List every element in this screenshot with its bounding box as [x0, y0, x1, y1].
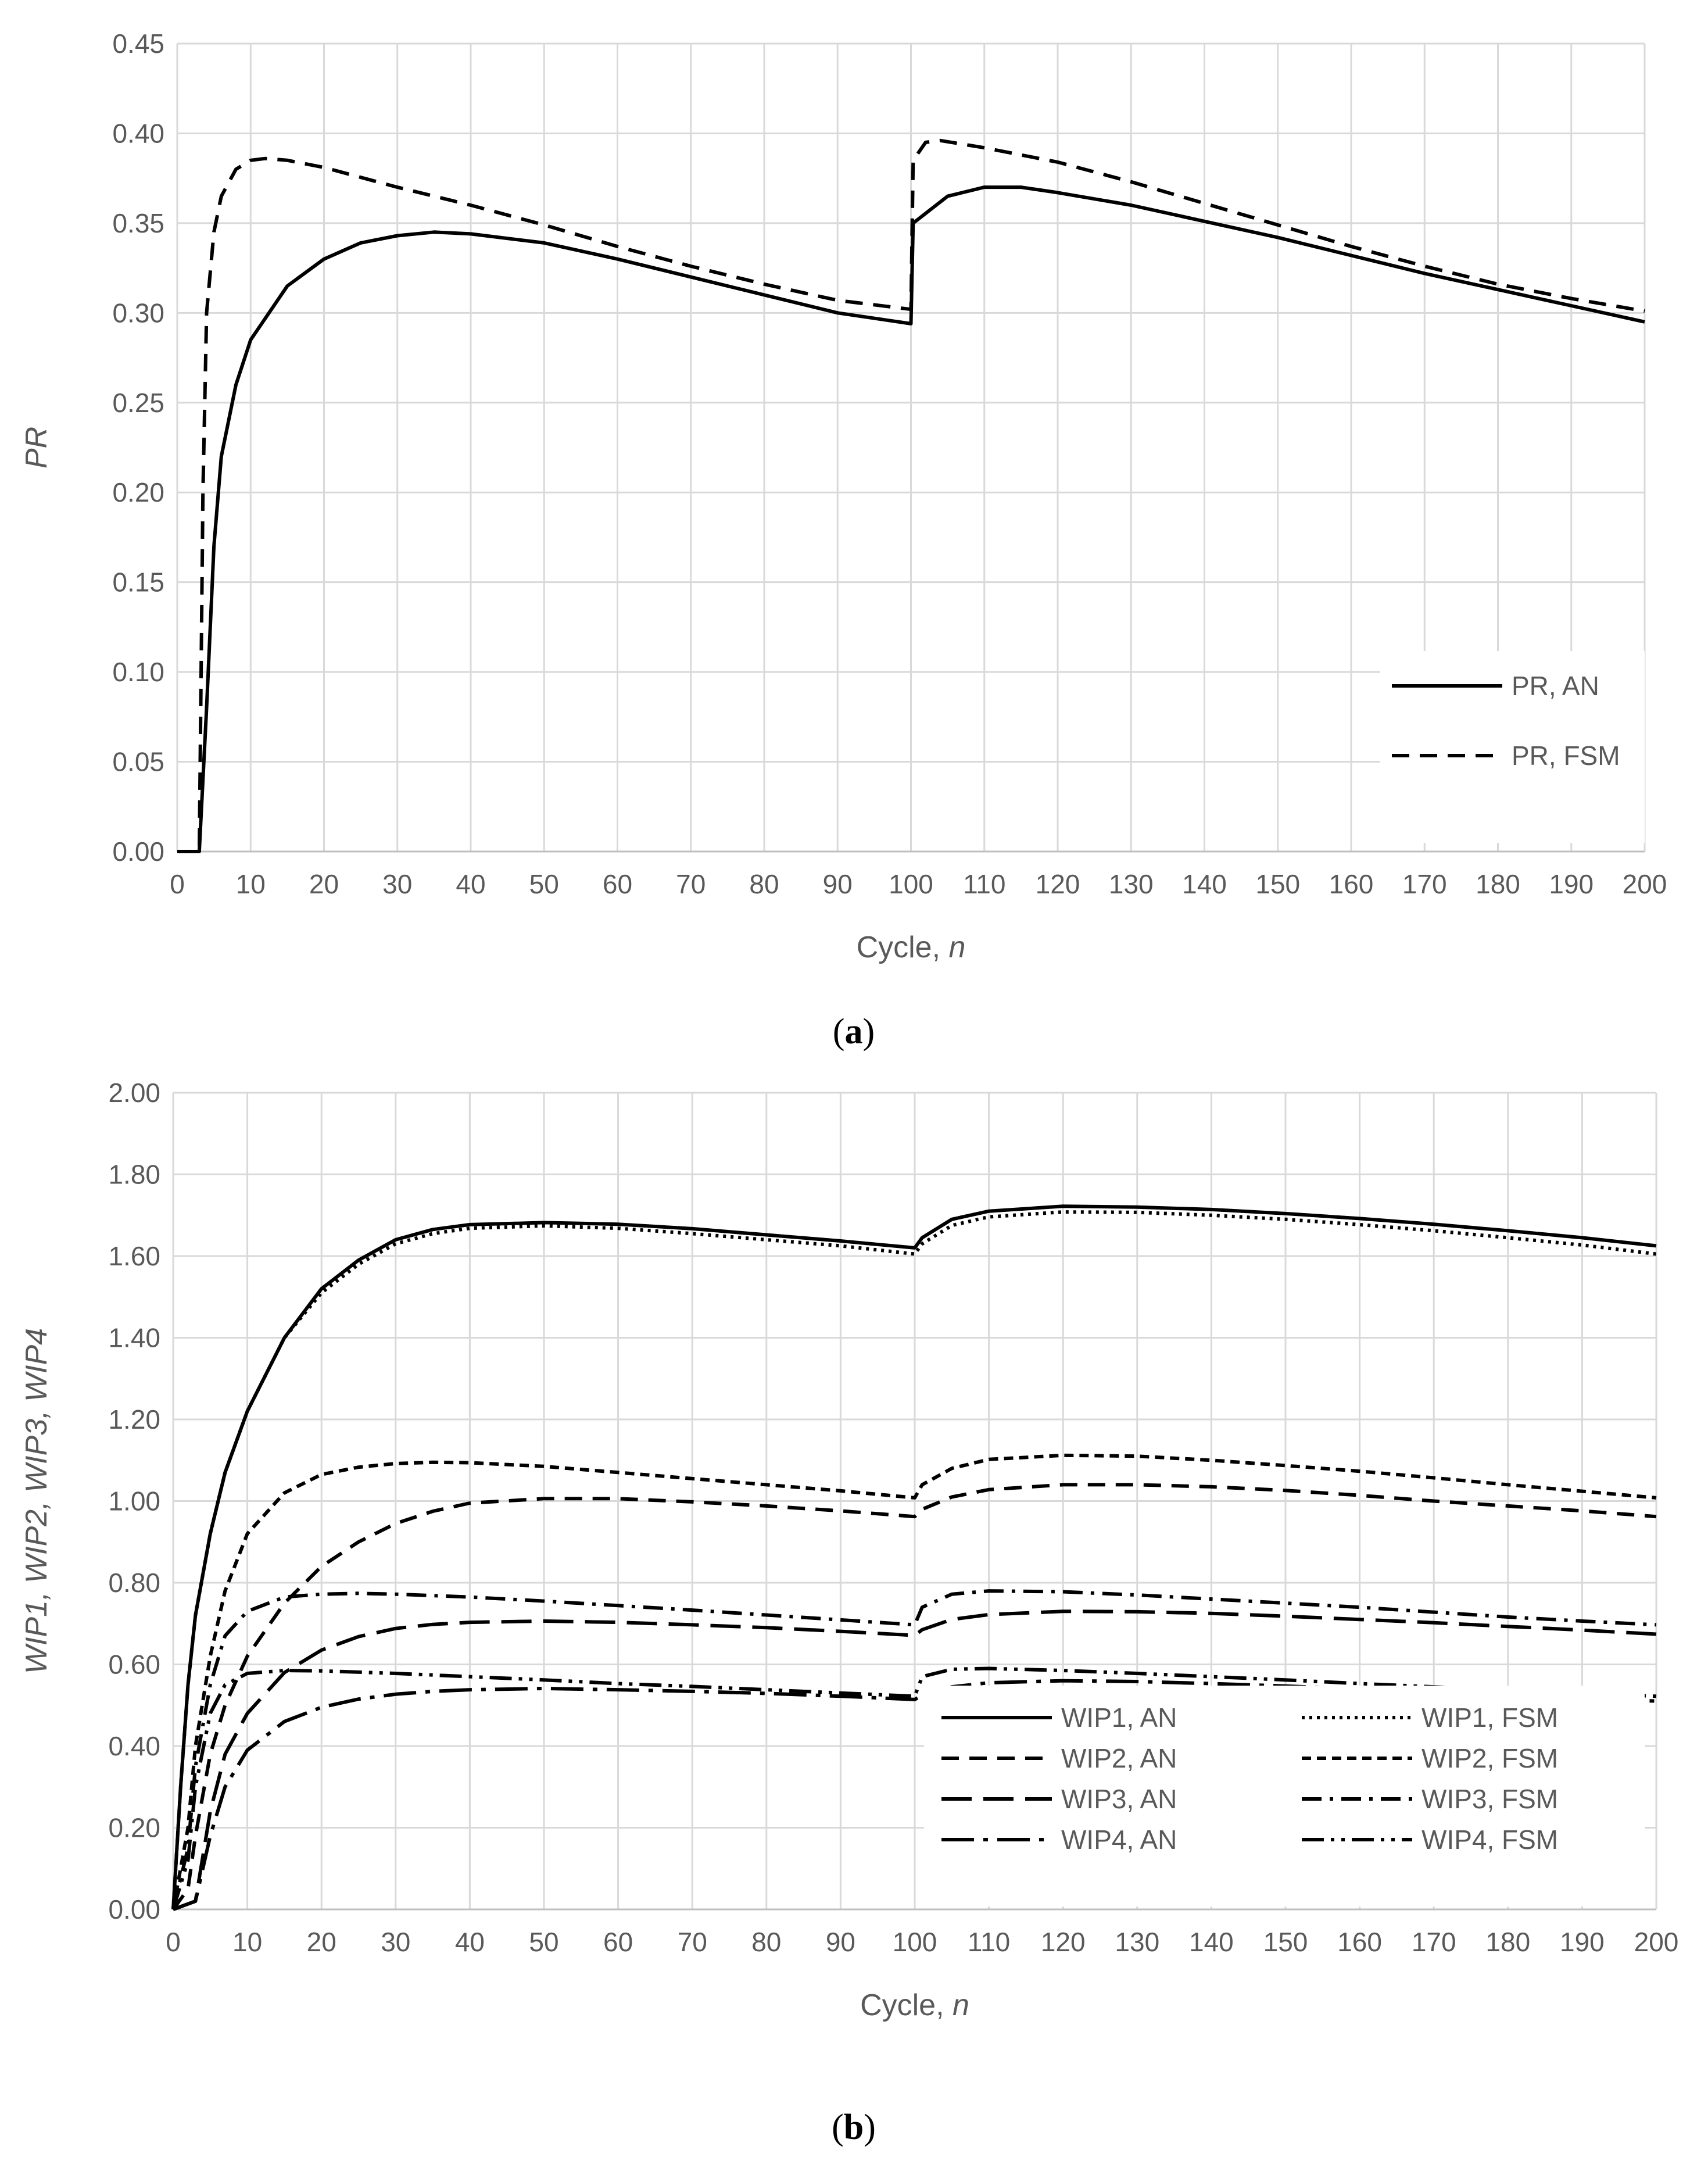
x-tick-label: 100	[893, 1927, 937, 1957]
y-tick-label: 0.60	[108, 1650, 160, 1680]
x-tick-label: 50	[529, 869, 559, 899]
x-axis-title: Cycle, n	[857, 931, 966, 964]
y-tick-label: 0.20	[108, 1813, 160, 1843]
legend-label: WIP3, AN	[1061, 1784, 1177, 1814]
x-axis-title-variable: n	[953, 1988, 969, 2022]
legend-label: WIP2, FSM	[1421, 1743, 1558, 1773]
y-tick-label: 1.00	[108, 1486, 160, 1516]
series-line-pr-an	[177, 185, 1645, 853]
legend-label: PR, FSM	[1512, 741, 1620, 771]
x-tick-label: 40	[456, 869, 485, 899]
x-tick-label: 90	[826, 1927, 855, 1957]
series-line-wip3-fsm	[171, 1589, 1657, 1910]
legend-label: WIP3, FSM	[1421, 1784, 1558, 1814]
y-tick-label: 0.25	[112, 388, 164, 418]
x-tick-label: 180	[1476, 869, 1520, 899]
legend: PR, AN PR, FSM	[1380, 651, 1645, 843]
x-tick-label: 110	[963, 869, 1005, 899]
y-tick-label: 1.60	[108, 1241, 160, 1271]
x-tick-label: 150	[1255, 869, 1300, 899]
legend-label: WIP2, AN	[1061, 1743, 1177, 1773]
x-tick-label: 80	[751, 1927, 781, 1957]
y-tick-label: 0.05	[112, 747, 164, 777]
x-tick-label: 60	[603, 1927, 633, 1957]
x-axis-title-variable: n	[949, 931, 966, 964]
x-tick-label: 120	[1036, 869, 1080, 899]
panel-b-caption: (b)	[832, 2108, 876, 2147]
y-tick-label: 0.20	[112, 477, 164, 507]
x-tick-label: 190	[1560, 1927, 1605, 1957]
x-tick-label: 20	[309, 869, 339, 899]
y-tick-label: 0.40	[108, 1731, 160, 1761]
x-axis-title: Cycle, n	[860, 1988, 969, 2022]
legend-label: WIP4, FSM	[1421, 1825, 1558, 1855]
y-tick-label: 0.40	[112, 118, 164, 148]
legend-box	[1380, 651, 1645, 843]
x-tick-label: 10	[232, 1927, 262, 1957]
x-tick-label: 0	[166, 1927, 181, 1957]
x-tick-label: 140	[1182, 869, 1227, 899]
x-tick-label: 120	[1041, 1927, 1086, 1957]
series-line-wip2-fsm	[171, 1453, 1657, 1910]
x-tick-label: 110	[968, 1927, 1010, 1957]
x-tick-label: 140	[1189, 1927, 1234, 1957]
legend-label: WIP4, AN	[1061, 1825, 1177, 1855]
y-axis-title: PR	[20, 427, 53, 468]
y-tick-label: 0.15	[112, 567, 164, 598]
x-tick-label: 130	[1115, 1927, 1159, 1957]
y-tick-label: 1.40	[108, 1323, 160, 1353]
x-tick-label: 170	[1412, 1927, 1456, 1957]
x-tick-label: 170	[1402, 869, 1447, 899]
x-tick-label: 100	[889, 869, 933, 899]
panel-a-chart: 0.00 0.05 0.10 0.15 0.20 0.25 0.30 0.35 0.40 0.45…	[20, 28, 1667, 964]
y-tick-label: 0.00	[108, 1894, 160, 1925]
x-tick-label: 160	[1337, 1927, 1382, 1957]
series-line-wip2-an	[171, 1483, 1657, 1911]
x-tick-label: 40	[455, 1927, 485, 1957]
legend: WIP1, AN WIP1, FSM WIP2, AN WIP2, FSM WIP3, …	[924, 1686, 1645, 1906]
x-axis-title-text: Cycle,	[857, 931, 949, 964]
panel-a-caption: (a)	[833, 1012, 875, 1051]
y-tick-label: 1.20	[108, 1404, 160, 1435]
x-tick-label: 190	[1549, 869, 1594, 899]
x-tick-label: 30	[381, 1927, 410, 1957]
series-line-wip3-an	[172, 1609, 1657, 1911]
x-tick-label: 80	[749, 869, 779, 899]
x-tick-label: 200	[1634, 1927, 1679, 1957]
y-tick-label: 0.00	[112, 836, 164, 867]
x-tick-label: 0	[170, 869, 185, 899]
x-tick-label: 50	[529, 1927, 558, 1957]
legend-label: WIP1, AN	[1061, 1702, 1177, 1733]
series-line-pr-fsm	[177, 138, 1645, 853]
y-tick-label: 0.10	[112, 657, 164, 687]
x-tick-label: 20	[307, 1927, 336, 1957]
y-tick-label: 0.35	[112, 208, 164, 238]
x-tick-label: 70	[678, 1927, 707, 1957]
x-axis-title-text: Cycle,	[860, 1988, 953, 2022]
x-tick-label: 70	[676, 869, 706, 899]
panel-b-chart: 0.00 0.20 0.40 0.60 0.80 1.00 1.20 1.40 1.60 1.80…	[20, 1078, 1678, 2022]
y-axis-title: WIP1, WIP2, WIP3, WIP4	[20, 1328, 53, 1674]
y-tick-label: 0.80	[108, 1568, 160, 1598]
series-line-wip1-fsm	[171, 1210, 1657, 1910]
y-tick-label: 0.45	[112, 28, 164, 59]
x-tick-label: 130	[1109, 869, 1154, 899]
y-tick-label: 0.30	[112, 298, 164, 328]
x-tick-label: 200	[1623, 869, 1667, 899]
y-tick-label: 2.00	[108, 1078, 160, 1108]
series-line-wip4-fsm	[171, 1666, 1657, 1910]
legend-box	[924, 1686, 1645, 1906]
y-tick-label: 1.80	[108, 1160, 160, 1190]
x-tick-label: 160	[1329, 869, 1374, 899]
x-tick-label: 60	[603, 869, 632, 899]
x-tick-label: 10	[236, 869, 266, 899]
legend-label: WIP1, FSM	[1421, 1702, 1558, 1733]
x-tick-label: 150	[1263, 1927, 1308, 1957]
x-tick-label: 90	[823, 869, 853, 899]
legend-label: PR, AN	[1512, 671, 1599, 701]
x-tick-label: 180	[1485, 1927, 1530, 1957]
x-tick-label: 30	[382, 869, 412, 899]
